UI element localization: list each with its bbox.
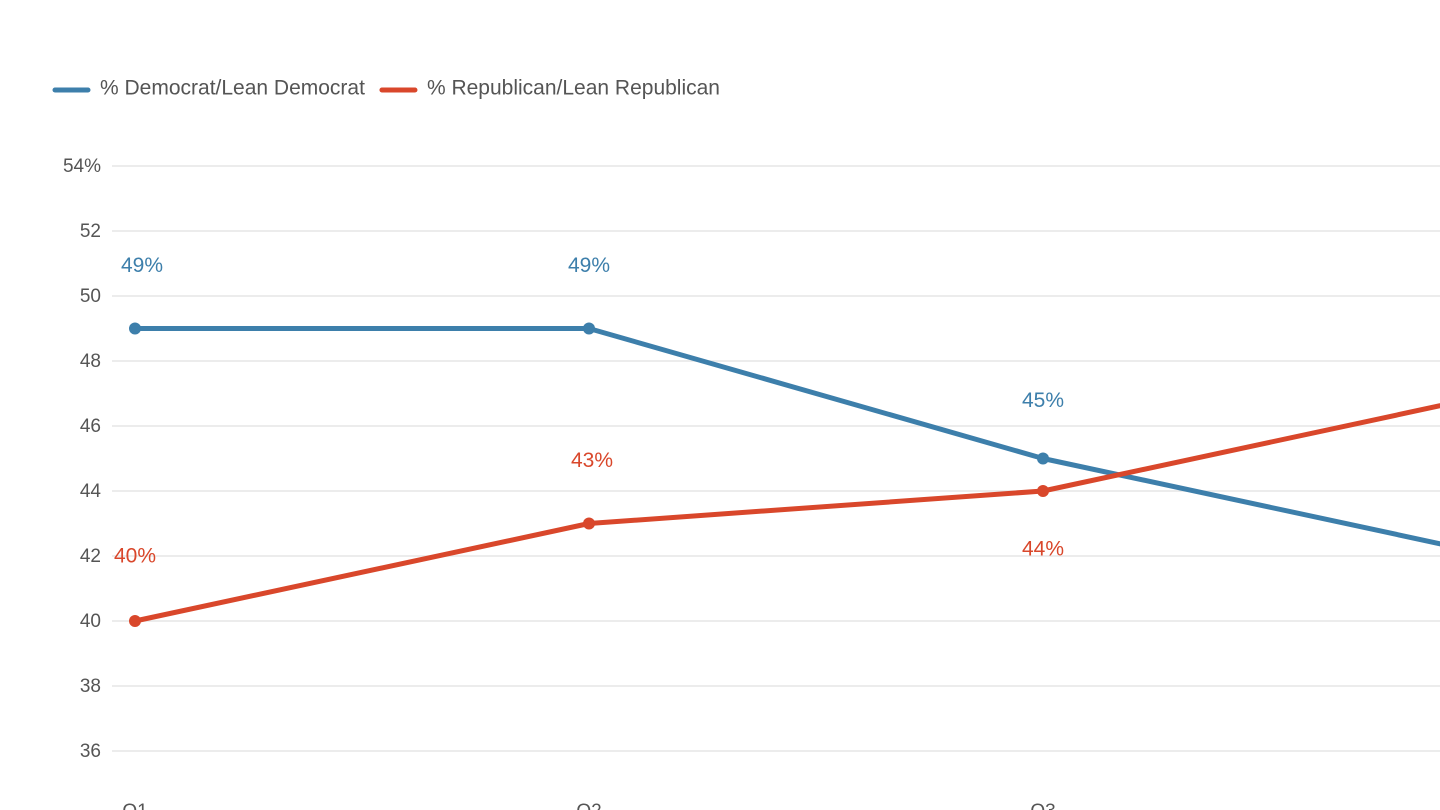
data-point [1037, 452, 1049, 465]
data-point [1037, 485, 1049, 497]
data-point [583, 322, 595, 335]
data-label: 49% [568, 254, 610, 277]
x-tick-label: Q1 [122, 801, 147, 810]
data-point [129, 615, 141, 627]
y-tick-label: 38 [80, 676, 101, 697]
series-line [134, 403, 1440, 624]
data-point [129, 322, 141, 335]
y-tick-label: 50 [80, 286, 101, 307]
y-tick-label: 52 [80, 221, 101, 242]
data-label: 43% [571, 449, 613, 472]
legend-label: % Republican/Lean Republican [427, 77, 720, 100]
data-point [583, 517, 595, 530]
x-tick-label: Q3 [1030, 801, 1055, 810]
y-tick-label: 46 [80, 416, 101, 437]
data-label: 40% [114, 545, 156, 568]
series-line [135, 326, 1440, 547]
y-tick-label: 48 [80, 351, 101, 372]
y-tick-label: 42 [80, 546, 101, 567]
y-tick-label: 36 [80, 741, 101, 762]
data-label: 45% [1022, 389, 1064, 412]
y-tick-label: 40 [80, 611, 101, 632]
y-tick-label: 44 [80, 481, 102, 502]
data-label: 44% [1022, 538, 1064, 561]
legend-label: % Democrat/Lean Democrat [100, 77, 365, 100]
x-tick-label: Q2 [576, 801, 601, 810]
data-label: 49% [121, 254, 163, 277]
y-tick-label: 54% [63, 156, 101, 177]
